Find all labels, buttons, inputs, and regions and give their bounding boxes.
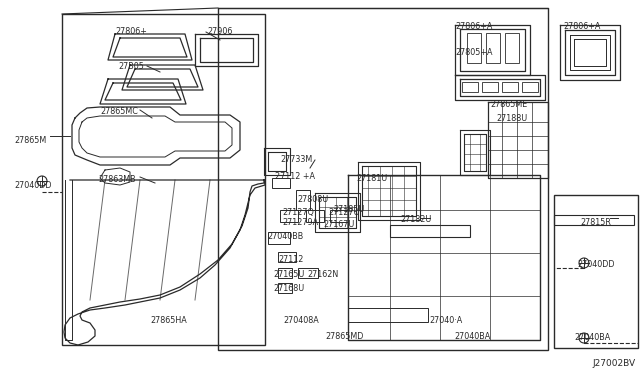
Text: 27188U: 27188U [496, 114, 527, 123]
Bar [462, 82, 478, 92]
Text: 27806+: 27806+ [115, 27, 147, 36]
Text: 27805+A: 27805+A [455, 48, 493, 57]
Text: 27733M: 27733M [280, 155, 312, 164]
Text: 27806+A: 27806+A [455, 22, 492, 31]
Bar [280, 210, 298, 222]
Bar [554, 215, 634, 225]
Bar [522, 82, 538, 92]
Text: 27806+A: 27806+A [563, 22, 600, 31]
Bar [486, 33, 500, 63]
Text: 27865ME: 27865ME [490, 100, 527, 109]
Bar [390, 225, 470, 237]
Text: 27040BA: 27040BA [574, 333, 611, 342]
Text: J27002BV: J27002BV [593, 359, 636, 368]
Bar [278, 252, 296, 262]
Text: 27B05: 27B05 [118, 62, 144, 71]
Text: 27040DD: 27040DD [14, 181, 51, 190]
Text: 27165U: 27165U [273, 270, 305, 279]
Bar [62, 14, 265, 345]
Text: 27040·A: 27040·A [429, 316, 462, 325]
Text: 27040BB: 27040BB [267, 232, 303, 241]
Bar [306, 210, 324, 222]
Bar [278, 268, 292, 278]
Bar [296, 190, 310, 210]
Text: 27865M: 27865M [14, 136, 46, 145]
Text: 27162N: 27162N [307, 270, 339, 279]
Text: 27185U: 27185U [333, 205, 364, 214]
Text: 27127U: 27127U [328, 208, 360, 217]
Bar [502, 82, 518, 92]
Bar [330, 210, 348, 222]
Text: 27168U: 27168U [273, 284, 304, 293]
Text: 271279A: 271279A [282, 218, 318, 227]
Text: 27815R: 27815R [580, 218, 611, 227]
Bar [482, 82, 498, 92]
Text: 27040BA: 27040BA [454, 332, 490, 341]
Text: 270408A: 270408A [283, 316, 319, 325]
Text: 27040DD: 27040DD [577, 260, 614, 269]
Bar [272, 178, 290, 188]
Text: 27167U: 27167U [323, 220, 355, 229]
Text: 27865HA: 27865HA [150, 316, 187, 325]
Bar [467, 33, 481, 63]
Text: 27112: 27112 [278, 255, 303, 264]
Bar [218, 8, 548, 350]
Bar [298, 268, 318, 278]
Text: 27112 +A: 27112 +A [275, 172, 315, 181]
Bar [348, 308, 428, 322]
Text: 27906: 27906 [207, 27, 232, 36]
Bar [278, 283, 292, 293]
Text: 27865MD: 27865MD [325, 332, 364, 341]
Bar [505, 33, 519, 63]
Text: 27182U: 27182U [400, 215, 431, 224]
Text: 27808U: 27808U [297, 195, 328, 204]
Text: 27863MB: 27863MB [98, 175, 136, 184]
Bar [554, 195, 638, 348]
Text: 27181U: 27181U [356, 174, 387, 183]
Bar [268, 232, 290, 244]
Text: 27865MC: 27865MC [100, 107, 138, 116]
Text: 27127Q: 27127Q [282, 208, 314, 217]
